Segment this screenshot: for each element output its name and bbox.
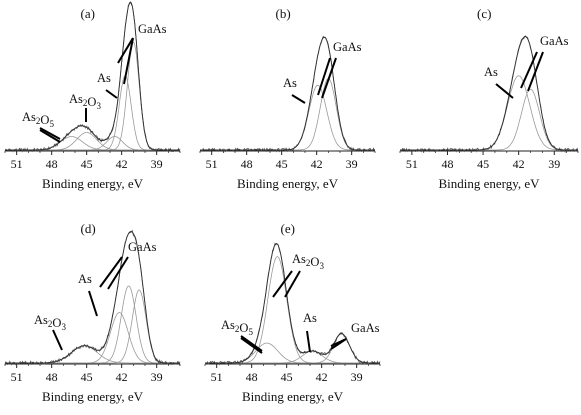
fit-envelope (205, 242, 380, 364)
component-curve-as (400, 75, 578, 151)
x-tick-label: 45 (276, 157, 288, 171)
x-tick-label: 51 (211, 370, 223, 384)
xps-panel-b: 51 48 45 42 39 Binding energy, eV (b) GaAs As (199, 6, 376, 191)
x-tick-label: 48 (441, 157, 453, 171)
annotation-gaas: GaAs (540, 34, 569, 48)
component-curve-gaas (205, 333, 380, 364)
annotation-gaas: GaAs (351, 321, 380, 335)
x-tick-label: 51 (406, 157, 418, 171)
annotation-pointer (39, 129, 61, 143)
x-tick-label: 48 (246, 370, 258, 384)
x-tick-label: 51 (206, 157, 218, 171)
x-tick-label: 45 (81, 370, 93, 384)
annotation-pointer (123, 37, 134, 85)
component-curve-as2o3 (5, 132, 180, 151)
annotation-as2o3: As2O3 (34, 313, 66, 332)
x-tick-label: 39 (351, 370, 363, 384)
x-axis-title: Binding energy, eV (42, 389, 144, 404)
annotation-as2o5: As2O5 (22, 110, 54, 129)
measured-spectrum (399, 34, 579, 154)
x-tick-label: 45 (81, 157, 93, 171)
x-tick-label: 39 (548, 157, 560, 171)
fit-envelope (5, 1, 180, 151)
panel-label: (d) (81, 221, 96, 236)
x-tick-label: 42 (513, 157, 525, 171)
annotation-as: As (484, 65, 498, 79)
annotation-pointer (88, 290, 98, 317)
component-curve-as2o3 (205, 256, 380, 364)
fit-envelope (400, 36, 578, 151)
x-tick-label: 42 (316, 370, 328, 384)
annotation-as: As (283, 76, 297, 90)
annotation-pointer (495, 83, 514, 99)
annotation-pointer (284, 270, 301, 298)
fit-envelope (200, 36, 375, 151)
x-axis-title: Binding energy, eV (237, 176, 339, 191)
annotation-pointer (306, 330, 311, 353)
annotation-pointer (291, 94, 306, 104)
annotation-as: As (303, 311, 317, 325)
annotation-pointer (317, 57, 331, 96)
fit-envelope (5, 231, 180, 364)
annotation-pointer (117, 37, 134, 64)
annotation-pointer (527, 51, 544, 92)
component-curve-gaas (400, 88, 578, 151)
x-tick-label: 42 (311, 157, 323, 171)
x-tick-label: 42 (116, 370, 128, 384)
annotation-as: As (78, 272, 92, 286)
x-axis-title: Binding energy, eV (42, 176, 144, 191)
annotation-as2o3: As2O3 (292, 252, 324, 271)
x-tick-label: 45 (281, 370, 293, 384)
annotation-pointer (272, 270, 293, 298)
x-tick-label: 48 (46, 370, 58, 384)
x-tick-label: 51 (11, 157, 23, 171)
panel-label: (e) (281, 221, 295, 236)
annotation-pointer (105, 89, 118, 99)
annotation-as: As (97, 71, 111, 85)
xps-panel-a: 51 48 45 42 39 Binding energy, eV (a) GaAs As As2… (4, 1, 181, 191)
annotation-pointer (240, 337, 263, 354)
x-tick-label: 51 (11, 370, 23, 384)
xps-panel-c: 51 48 45 42 39 Binding energy, eV (c) GaAs As (399, 6, 579, 191)
x-tick-label: 45 (477, 157, 489, 171)
annotation-as2o3: As2O3 (69, 92, 101, 111)
panel-label: (a) (81, 6, 95, 21)
x-tick-label: 39 (346, 157, 358, 171)
annotation-as2o5: As2O5 (221, 318, 253, 337)
component-curve-as (200, 84, 375, 151)
x-tick-label: 48 (241, 157, 253, 171)
annotation-pointer (39, 127, 61, 140)
measured-spectrum (4, 1, 181, 153)
annotation-pointer (107, 256, 129, 290)
component-curve-gaas (5, 285, 180, 364)
annotation-pointer (52, 329, 63, 351)
annotation-pointer (99, 256, 123, 288)
panel-label: (b) (276, 6, 291, 21)
annotation-gaas: GaAs (333, 40, 362, 54)
x-tick-label: 48 (46, 157, 58, 171)
component-curve-as2o5 (5, 136, 180, 151)
x-axis-title: Binding energy, eV (438, 176, 540, 191)
annotation-pointer (321, 57, 337, 99)
annotation-pointer (520, 51, 538, 89)
annotation-gaas: GaAs (128, 240, 157, 254)
x-tick-label: 39 (151, 157, 163, 171)
measured-spectrum (199, 35, 376, 153)
annotation-gaas: GaAs (138, 22, 167, 36)
x-tick-label: 39 (151, 370, 163, 384)
x-axis-title: Binding energy, eV (242, 389, 344, 404)
xps-panel-d: 51 48 45 42 39 Binding energy, eV (d) GaAs As As2… (4, 221, 181, 404)
annotation-pointer (240, 335, 263, 352)
xps-panel-e: 51 48 45 42 39 Binding energy, eV (e) GaAs As As2… (204, 221, 381, 404)
panel-label: (c) (477, 6, 491, 21)
x-tick-label: 42 (116, 157, 128, 171)
annotation-pointer (330, 338, 347, 350)
